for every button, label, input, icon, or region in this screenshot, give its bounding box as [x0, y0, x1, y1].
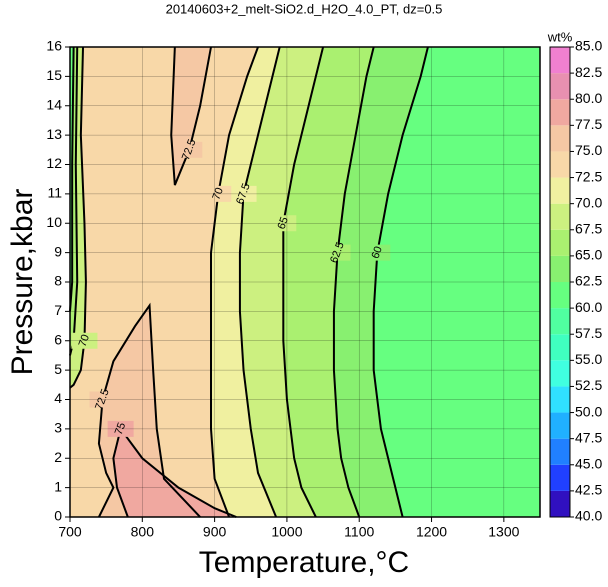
y-axis-label: Pressure,kbar — [6, 189, 39, 376]
contour-line — [97, 302, 201, 518]
y-tick-label: 10 — [46, 214, 62, 230]
colorbar-tick-label: 80.0 — [575, 90, 602, 106]
colorbar-band — [550, 334, 570, 361]
y-tick-label: 5 — [54, 361, 62, 377]
colorbar-band — [550, 151, 570, 178]
colorbar-band — [550, 438, 570, 465]
chart-title: 20140603+2_melt-SiO2.d_H2O_4.0_PT, dz=0.… — [166, 1, 443, 16]
y-tick-label: 3 — [54, 420, 62, 436]
y-tick-label: 2 — [54, 449, 62, 465]
y-tick-label: 13 — [46, 126, 62, 142]
colorbar-tick-label: 45.0 — [575, 455, 602, 471]
colorbar-band — [550, 73, 570, 100]
y-tick-label: 8 — [54, 273, 62, 289]
colorbar-tick-label: 50.0 — [575, 403, 602, 419]
colorbar-tick-label: 85.0 — [575, 38, 602, 54]
colorbar-tick-label: 47.5 — [575, 429, 602, 445]
colorbar-band — [550, 99, 570, 126]
colorbar-tick-label: 57.5 — [575, 325, 602, 341]
colorbar-band — [550, 125, 570, 152]
colorbar-tick-label: 55.0 — [575, 351, 602, 367]
colorbar-tick-label: 67.5 — [575, 220, 602, 236]
x-tick-label: 1100 — [344, 524, 374, 540]
colorbar-band — [550, 464, 570, 491]
x-tick-label: 1000 — [271, 524, 302, 540]
y-tick-label: 7 — [54, 302, 62, 318]
colorbar-band — [550, 177, 570, 204]
y-tick-label: 12 — [46, 155, 62, 171]
colorbar-tick-label: 62.5 — [575, 273, 602, 289]
colorbar-tick-label: 72.5 — [575, 168, 602, 184]
y-tick-label: 4 — [54, 390, 62, 406]
colorbar-tick-label: 65.0 — [575, 247, 602, 263]
y-tick-label: 6 — [54, 331, 62, 347]
colorbar-band — [550, 282, 570, 309]
colorbar-band — [550, 47, 570, 74]
colorbar-band — [550, 386, 570, 413]
colorbar-band — [550, 229, 570, 256]
colorbar-band — [550, 255, 570, 282]
colorbar-tick-label: 77.5 — [575, 116, 602, 132]
colorbar-tick-label: 82.5 — [575, 64, 602, 80]
y-tick-label: 9 — [54, 243, 62, 259]
y-tick-label: 15 — [46, 67, 62, 83]
y-tick-label: 0 — [54, 508, 62, 524]
colorbar-band — [550, 308, 570, 335]
colorbar-tick-label: 40.0 — [575, 508, 602, 524]
colorbar-band — [550, 412, 570, 439]
colorbar-tick-label: 60.0 — [575, 299, 602, 315]
x-tick-label: 1200 — [416, 524, 447, 540]
contour-fill — [113, 428, 237, 517]
colorbar-label: wt% — [547, 29, 573, 44]
contour-line — [170, 46, 212, 186]
colorbar-band — [550, 203, 570, 230]
colorbar-band — [550, 490, 570, 517]
colorbar-tick-label: 42.5 — [575, 482, 602, 498]
x-tick-label: 800 — [131, 524, 155, 540]
colorbar-band — [550, 360, 570, 387]
x-tick-label: 700 — [58, 524, 82, 540]
x-tick-label: 900 — [203, 524, 227, 540]
x-axis-label: Temperature,°C — [199, 546, 409, 579]
colorbar-tick-label: 52.5 — [575, 377, 602, 393]
contour-label-bg — [176, 141, 203, 158]
colorbar-tick-label: 75.0 — [575, 142, 602, 158]
contour-line — [112, 426, 237, 518]
y-tick-label: 16 — [46, 38, 62, 54]
colorbar-tick-label: 70.0 — [575, 194, 602, 210]
x-tick-label: 1300 — [488, 524, 519, 540]
y-tick-label: 1 — [54, 478, 62, 494]
y-tick-label: 11 — [47, 185, 62, 201]
y-tick-label: 14 — [46, 96, 62, 112]
